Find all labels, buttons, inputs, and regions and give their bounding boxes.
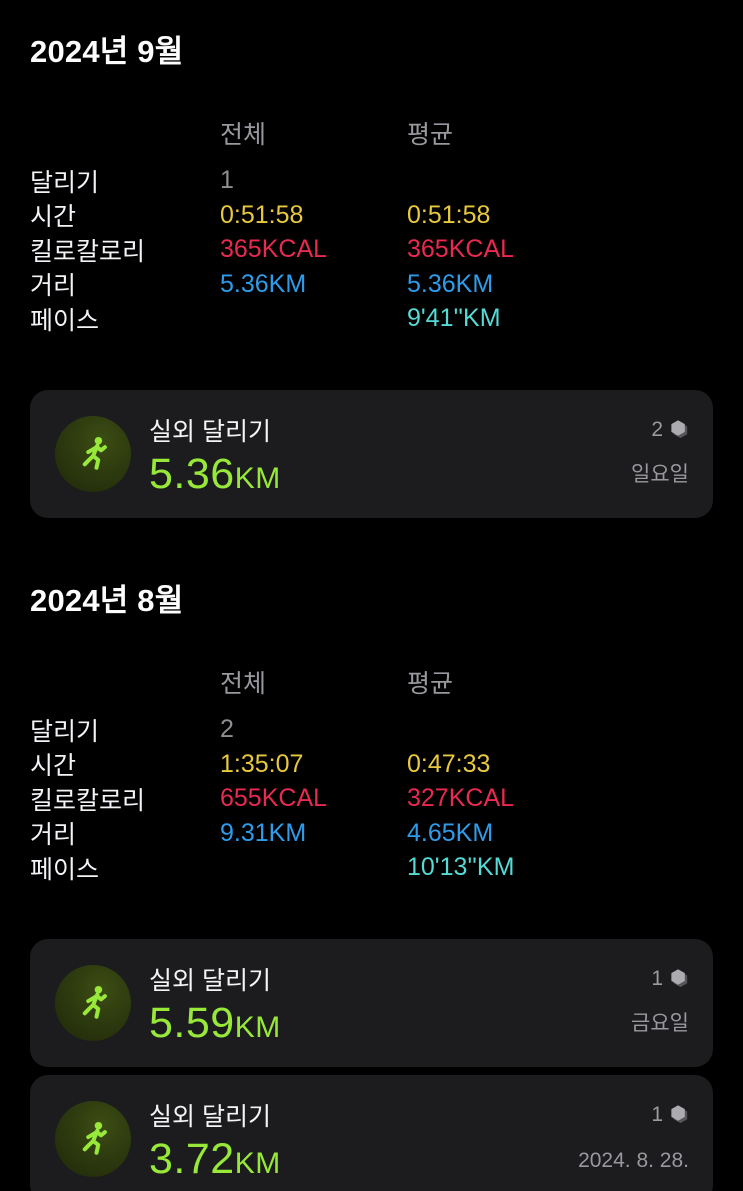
workout-card[interactable]: 실외 달리기 3.72KM 1 2024. 8. 28. (30, 1075, 713, 1191)
workout-count: 1 (651, 1103, 689, 1127)
stat-label: 달리기 (30, 168, 100, 197)
stats-row-distance: 거리 5.36KM 5.36KM (30, 266, 713, 301)
column-header-total: 전체 (220, 670, 267, 698)
workout-title: 실외 달리기 (149, 967, 271, 995)
stat-label: 시간 (30, 203, 77, 231)
running-icon (55, 416, 131, 492)
stat-label: 페이스 (30, 855, 100, 884)
workout-card[interactable]: 실외 달리기 5.59KM 1 금요일 (30, 939, 713, 1067)
distance-number: 5.59 (149, 999, 235, 1047)
stat-average: 0:51:58 (407, 200, 491, 229)
workout-distance: 5.59KM (149, 1002, 631, 1045)
distance-number: 5.36 (149, 450, 235, 498)
column-header-total: 전체 (220, 121, 267, 149)
month-title: 2024년 9월 (30, 34, 184, 69)
workout-side: 2 일요일 (631, 416, 689, 492)
running-icon (55, 965, 131, 1041)
stat-total: 0:51:58 (220, 200, 304, 229)
workout-card[interactable]: 실외 달리기 5.36KM 2 일요일 (30, 390, 713, 518)
workout-main: 실외 달리기 5.36KM (149, 412, 631, 496)
stack-icon (671, 969, 688, 987)
workout-count: 1 (651, 967, 689, 991)
workout-date: 일요일 (631, 463, 689, 486)
stat-label: 시간 (30, 752, 77, 780)
workout-distance: 3.72KM (149, 1138, 578, 1181)
stat-label: 달리기 (30, 717, 100, 746)
workout-distance: 5.36KM (149, 453, 631, 496)
stats-row-runs: 달리기 1 (30, 163, 713, 198)
stat-average: 10'13''KM (407, 853, 515, 881)
stat-total: 1 (220, 166, 234, 194)
stats-header-row: 전체 평균 (30, 664, 713, 699)
workout-main: 실외 달리기 3.72KM (149, 1097, 578, 1181)
stats-row-time: 시간 0:51:58 0:51:58 (30, 197, 713, 232)
stat-total: 365KCAL (220, 235, 328, 263)
stack-icon (671, 1105, 688, 1123)
stat-average: 0:47:33 (407, 749, 491, 778)
stats-row-kilocalories: 킬로칼로리 365KCAL 365KCAL (30, 232, 713, 267)
stat-label: 페이스 (30, 306, 100, 335)
workout-card-list: 실외 달리기 5.59KM 1 금요일 (30, 939, 713, 1191)
stats-row-time: 시간 1:35:07 0:47:33 (30, 746, 713, 781)
month-title: 2024년 8월 (30, 583, 184, 618)
workout-main: 실외 달리기 5.59KM (149, 961, 631, 1045)
workout-side: 1 금요일 (631, 965, 689, 1041)
stats-row-runs: 달리기 2 (30, 712, 713, 747)
distance-unit: KM (234, 462, 281, 495)
stats-row-pace: 페이스 10'13''KM (30, 850, 713, 885)
stats-table: 전체 평균 달리기 1 시간 0:51:58 0:51:58 킬로칼로리 365… (30, 115, 713, 335)
workout-card-list: 실외 달리기 5.36KM 2 일요일 (30, 390, 713, 518)
stat-average: 5.36KM (407, 269, 494, 298)
distance-unit: KM (234, 1147, 281, 1180)
stat-total: 1:35:07 (220, 749, 304, 778)
stat-label: 킬로칼로리 (30, 786, 146, 815)
stat-average: 365KCAL (407, 235, 515, 263)
stat-label: 킬로칼로리 (30, 237, 146, 266)
distance-number: 3.72 (149, 1135, 235, 1183)
stats-row-kilocalories: 킬로칼로리 655KCAL 327KCAL (30, 781, 713, 816)
stats-row-pace: 페이스 9'41''KM (30, 301, 713, 336)
stats-header-row: 전체 평균 (30, 115, 713, 150)
workout-count-number: 2 (651, 418, 663, 441)
stat-total: 655KCAL (220, 784, 328, 812)
workout-date: 2024. 8. 28. (578, 1149, 689, 1172)
workout-side: 1 2024. 8. 28. (578, 1101, 689, 1177)
stats-row-distance: 거리 9.31KM 4.65KM (30, 815, 713, 850)
stat-total: 2 (220, 715, 234, 743)
column-header-average: 평균 (407, 121, 454, 149)
stat-average: 327KCAL (407, 784, 515, 812)
stat-total: 5.36KM (220, 269, 307, 298)
workout-count: 2 (651, 418, 689, 442)
workout-title: 실외 달리기 (149, 1103, 271, 1131)
workout-count-number: 1 (651, 967, 663, 990)
stats-table: 전체 평균 달리기 2 시간 1:35:07 0:47:33 킬로칼로리 655… (30, 664, 713, 884)
stat-average: 4.65KM (407, 818, 494, 847)
distance-unit: KM (234, 1011, 281, 1044)
column-header-average: 평균 (407, 670, 454, 698)
stat-total: 9.31KM (220, 818, 307, 847)
stat-average: 9'41''KM (407, 304, 501, 332)
running-icon (55, 1101, 131, 1177)
workout-title: 실외 달리기 (149, 418, 271, 446)
stat-label: 거리 (30, 272, 77, 300)
month-section-august: 2024년 8월 전체 평균 달리기 2 시간 1:35:07 0:47:33 … (30, 526, 713, 1191)
workout-count-number: 1 (651, 1103, 663, 1126)
workout-date: 금요일 (631, 1012, 689, 1035)
month-section-september: 2024년 9월 전체 평균 달리기 1 시간 0:51:58 0:51:58 … (30, 0, 713, 518)
stat-label: 거리 (30, 821, 77, 849)
stack-icon (671, 420, 688, 439)
